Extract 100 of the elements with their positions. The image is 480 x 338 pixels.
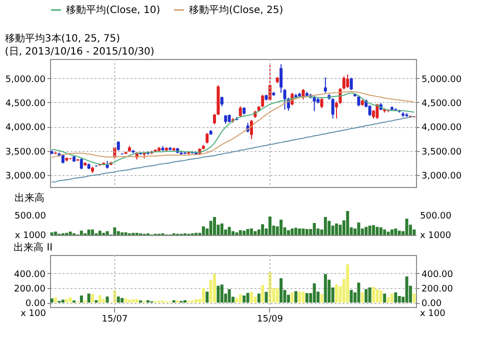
bar: [220, 223, 224, 235]
bar: [124, 232, 128, 235]
y2-tick-label: 200.00: [422, 284, 454, 294]
bar: [65, 298, 68, 303]
y2-tick-label: 5,000.00: [422, 74, 462, 85]
bar: [264, 292, 268, 303]
bar: [91, 294, 94, 303]
text: x 1000: [14, 231, 46, 241]
bar: [216, 286, 220, 303]
bar: [106, 231, 109, 235]
bar: [50, 298, 54, 303]
bar: [54, 232, 58, 235]
y-tick-label: 0.00: [25, 299, 46, 310]
bar: [84, 300, 87, 303]
bar: [412, 294, 416, 303]
bar: [238, 230, 242, 235]
bar: [80, 230, 83, 235]
text: x 1000: [420, 231, 452, 241]
text: 500.00: [14, 212, 46, 222]
bar: [102, 298, 106, 303]
y-tick-label: 5,000.00: [5, 74, 46, 85]
bar: [338, 224, 342, 235]
bar: [386, 297, 390, 303]
candlestick: [331, 98, 334, 119]
candlestick: [350, 77, 353, 90]
bar: [360, 292, 364, 303]
chart-title: 出来高: [14, 192, 45, 204]
bar: [242, 230, 246, 235]
bar: [405, 218, 408, 235]
candlestick: [376, 103, 379, 120]
candlestick: [250, 119, 253, 140]
bar: [257, 294, 260, 303]
bar: [294, 291, 298, 303]
bar: [335, 284, 338, 303]
bar: [312, 283, 316, 303]
bar: [120, 298, 124, 303]
bar: [324, 217, 327, 235]
bar: [305, 229, 308, 235]
chart-subtitle: (日, 2013/10/16 - 2015/10/30): [4, 46, 154, 58]
bar: [72, 300, 76, 303]
bar: [335, 223, 338, 235]
bar: [254, 231, 257, 235]
bar: [213, 217, 216, 235]
bar: [268, 216, 272, 235]
bar: [50, 232, 54, 235]
bar: [372, 287, 375, 303]
bar: [405, 276, 408, 303]
bar: [364, 226, 368, 235]
candlestick: [368, 104, 372, 116]
bar: [250, 228, 253, 235]
bar: [379, 290, 382, 303]
bar: [106, 296, 109, 303]
text: x 100: [420, 309, 446, 319]
y-tick-label: 200.00: [14, 284, 46, 294]
bar: [302, 228, 305, 235]
bar: [398, 230, 401, 235]
bar: [346, 264, 350, 303]
bar: [376, 289, 379, 303]
bar: [290, 292, 294, 303]
bar: [246, 229, 250, 235]
bar: [161, 300, 164, 303]
bar: [305, 293, 308, 303]
text: 500.00: [420, 212, 452, 222]
bar: [398, 296, 401, 303]
bar: [320, 294, 324, 303]
x-tick-label: 15/09: [257, 314, 284, 324]
bar: [135, 299, 138, 303]
bar: [120, 232, 124, 235]
bar: [91, 229, 94, 235]
candlestick: [342, 76, 346, 90]
candlestick: [320, 98, 324, 109]
y2-tick-label: 400.00: [422, 270, 454, 280]
chart-title: 出来高 II: [14, 242, 53, 254]
bar: [146, 300, 150, 303]
bar: [128, 300, 131, 303]
bar: [386, 232, 390, 235]
candlestick: [220, 96, 224, 107]
bar: [235, 232, 238, 235]
bar: [261, 285, 264, 303]
y-tick-label: 400.00: [14, 270, 46, 280]
bar: [383, 294, 386, 303]
bar: [98, 295, 102, 303]
bar: [238, 294, 242, 303]
bar: [68, 297, 72, 303]
bar: [116, 296, 120, 303]
bar: [250, 292, 253, 303]
bar: [290, 228, 294, 235]
bar: [357, 222, 360, 235]
bar: [350, 290, 353, 303]
candlestick: [280, 64, 283, 94]
bar: [87, 294, 90, 303]
bar: [139, 300, 142, 303]
bar: [372, 225, 375, 235]
y2-tick-label: 3,000.00: [422, 171, 462, 182]
bar: [280, 220, 283, 235]
bar: [357, 282, 360, 303]
candlestick: [346, 74, 350, 88]
bar: [242, 296, 246, 303]
candlestick: [357, 95, 360, 107]
bar: [87, 229, 90, 235]
